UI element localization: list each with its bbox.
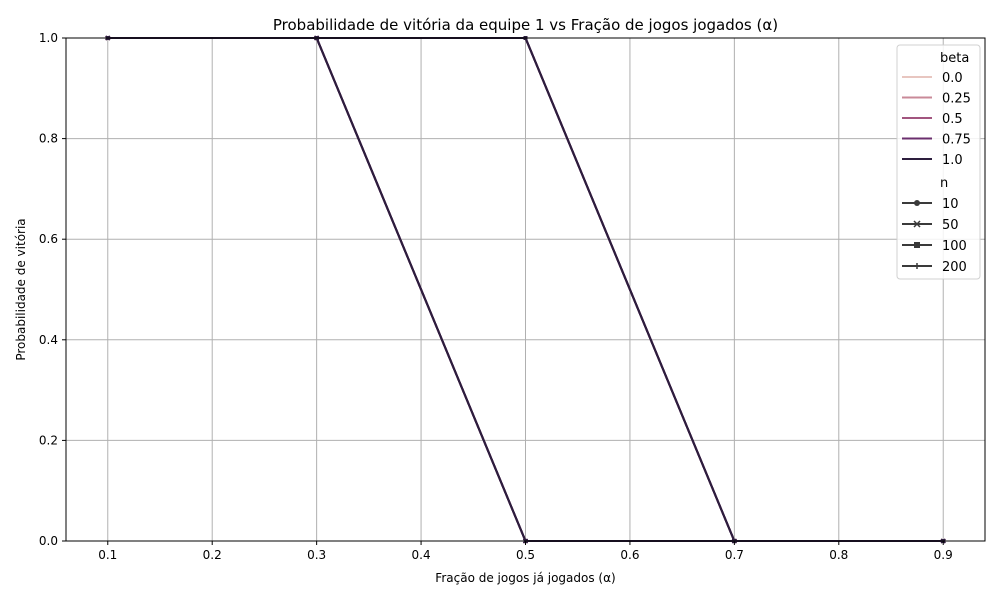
y-axis: 0.0 0.2 0.4 0.6 0.8 1.0 xyxy=(39,31,66,548)
legend-label: 0.0 xyxy=(942,71,963,86)
y-tick-label: 0.0 xyxy=(39,534,58,548)
x-tick-label: 0.8 xyxy=(829,548,848,562)
x-tick-label: 0.9 xyxy=(934,548,953,562)
x-tick-label: 0.1 xyxy=(98,548,117,562)
legend-title-n: n xyxy=(940,176,948,191)
legend-label: 0.75 xyxy=(942,133,971,148)
y-tick-label: 0.8 xyxy=(39,132,58,146)
x-tick-label: 0.3 xyxy=(307,548,326,562)
legend-label: 10 xyxy=(942,197,959,212)
x-tick-label: 0.4 xyxy=(412,548,431,562)
x-tick-label: 0.5 xyxy=(516,548,535,562)
legend-label: 0.5 xyxy=(942,112,963,127)
legend-label: 0.25 xyxy=(942,92,971,107)
y-tick-label: 0.4 xyxy=(39,333,58,347)
legend-label: 1.0 xyxy=(942,153,963,168)
legend-marker xyxy=(914,263,920,269)
legend-marker xyxy=(913,220,921,228)
legend: beta 0.0 0.25 0.5 0.75 1.0 n 10 50 100 200 xyxy=(896,44,981,280)
legend-marker xyxy=(914,242,920,248)
grid xyxy=(66,37,985,542)
x-tick-label: 0.2 xyxy=(203,548,222,562)
x-tick-label: 0.7 xyxy=(725,548,744,562)
legend-box xyxy=(896,44,981,280)
y-tick-label: 0.6 xyxy=(39,232,58,246)
chart-title: Probabilidade de vitória da equipe 1 vs … xyxy=(273,16,778,34)
legend-label: 100 xyxy=(942,239,967,254)
y-tick-label: 0.2 xyxy=(39,433,58,447)
legend-title-beta: beta xyxy=(940,51,969,66)
legend-label: 50 xyxy=(942,218,959,233)
legend-label: 200 xyxy=(942,260,967,275)
x-tick-label: 0.6 xyxy=(620,548,639,562)
x-axis-title: Fração de jogos já jogados (α) xyxy=(435,571,615,585)
y-tick-label: 1.0 xyxy=(39,31,58,45)
y-axis-title: Probabilidade de vitória xyxy=(14,218,28,360)
legend-marker xyxy=(914,200,920,206)
x-axis: 0.1 0.2 0.3 0.4 0.5 0.6 0.7 0.8 0.9 xyxy=(98,541,953,562)
